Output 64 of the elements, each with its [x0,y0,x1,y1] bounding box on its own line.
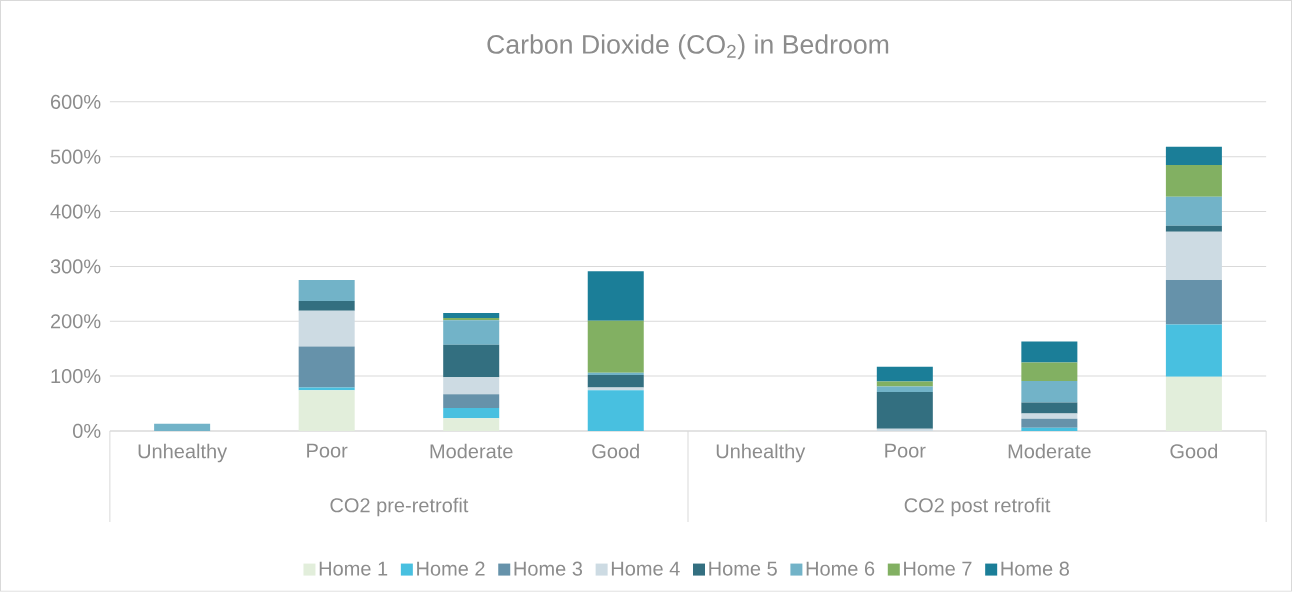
bar [876,366,933,382]
bar [1165,225,1222,232]
bar [876,386,933,393]
legend-label: Home 7 [904,561,972,576]
text: CO2 pre-retrofit [330,497,469,517]
x-tick-label: Good [592,443,639,459]
legend-label: Home 1 [319,561,388,576]
bar [876,381,933,387]
legend-label: Home 6 [806,561,875,576]
legend-label: Home 5 [709,561,777,576]
x-tick-label: Poor [885,443,926,458]
bar [1165,165,1222,197]
x-tick-label: Moderate [1008,443,1091,459]
bar [876,392,933,429]
bar [298,390,355,432]
bar [1021,362,1078,382]
bar [443,313,500,319]
bar [1165,324,1222,377]
bar [154,423,211,432]
x-tick-label: Good [1170,443,1218,459]
bar [587,320,644,373]
chart-title: Carbon Dioxide (CO$_{2}$) in Bedroom [487,34,889,60]
x-tick-label: Moderate [430,443,513,459]
bar [443,408,500,419]
bar [443,318,500,321]
y-tick-label: 200% [50,314,101,329]
bar [443,418,500,432]
bar [1021,381,1078,403]
y-tick-label: 400% [50,204,101,219]
y-tick-label: 0% [73,423,101,439]
bar [1165,280,1222,325]
y-tick-label: 300% [50,259,101,274]
x-tick-label: Unhealthy [138,443,228,463]
legend-label: Home 8 [1001,561,1069,576]
bar [587,375,644,388]
text: CO2 post retrofit [904,497,1051,517]
bar [1021,341,1078,363]
bar [587,372,644,376]
bar [298,301,355,311]
x-tick-label: Poor [307,443,348,458]
bar [1165,196,1222,226]
bar [298,310,355,347]
bar [443,344,500,378]
bar [298,346,355,388]
bar [443,320,500,345]
bar [1165,231,1222,281]
y-tick-label: 600% [51,94,101,110]
x-tick-label: Unhealthy [716,443,806,463]
bar [1021,413,1078,419]
legend-label: Home 4 [611,561,680,576]
bar [1165,376,1222,432]
bar [587,390,644,432]
bar [587,271,644,321]
y-tick-label: 100% [51,369,101,384]
bar [443,377,500,395]
y-tick-label: 500% [50,149,101,164]
bar [298,280,355,302]
bar [1021,402,1078,414]
bar [1165,146,1222,166]
legend-label: Home 3 [514,561,583,576]
bar [443,394,500,408]
legend-label: Home 2 [417,561,485,576]
bar [1021,427,1078,432]
bar [1021,418,1078,428]
